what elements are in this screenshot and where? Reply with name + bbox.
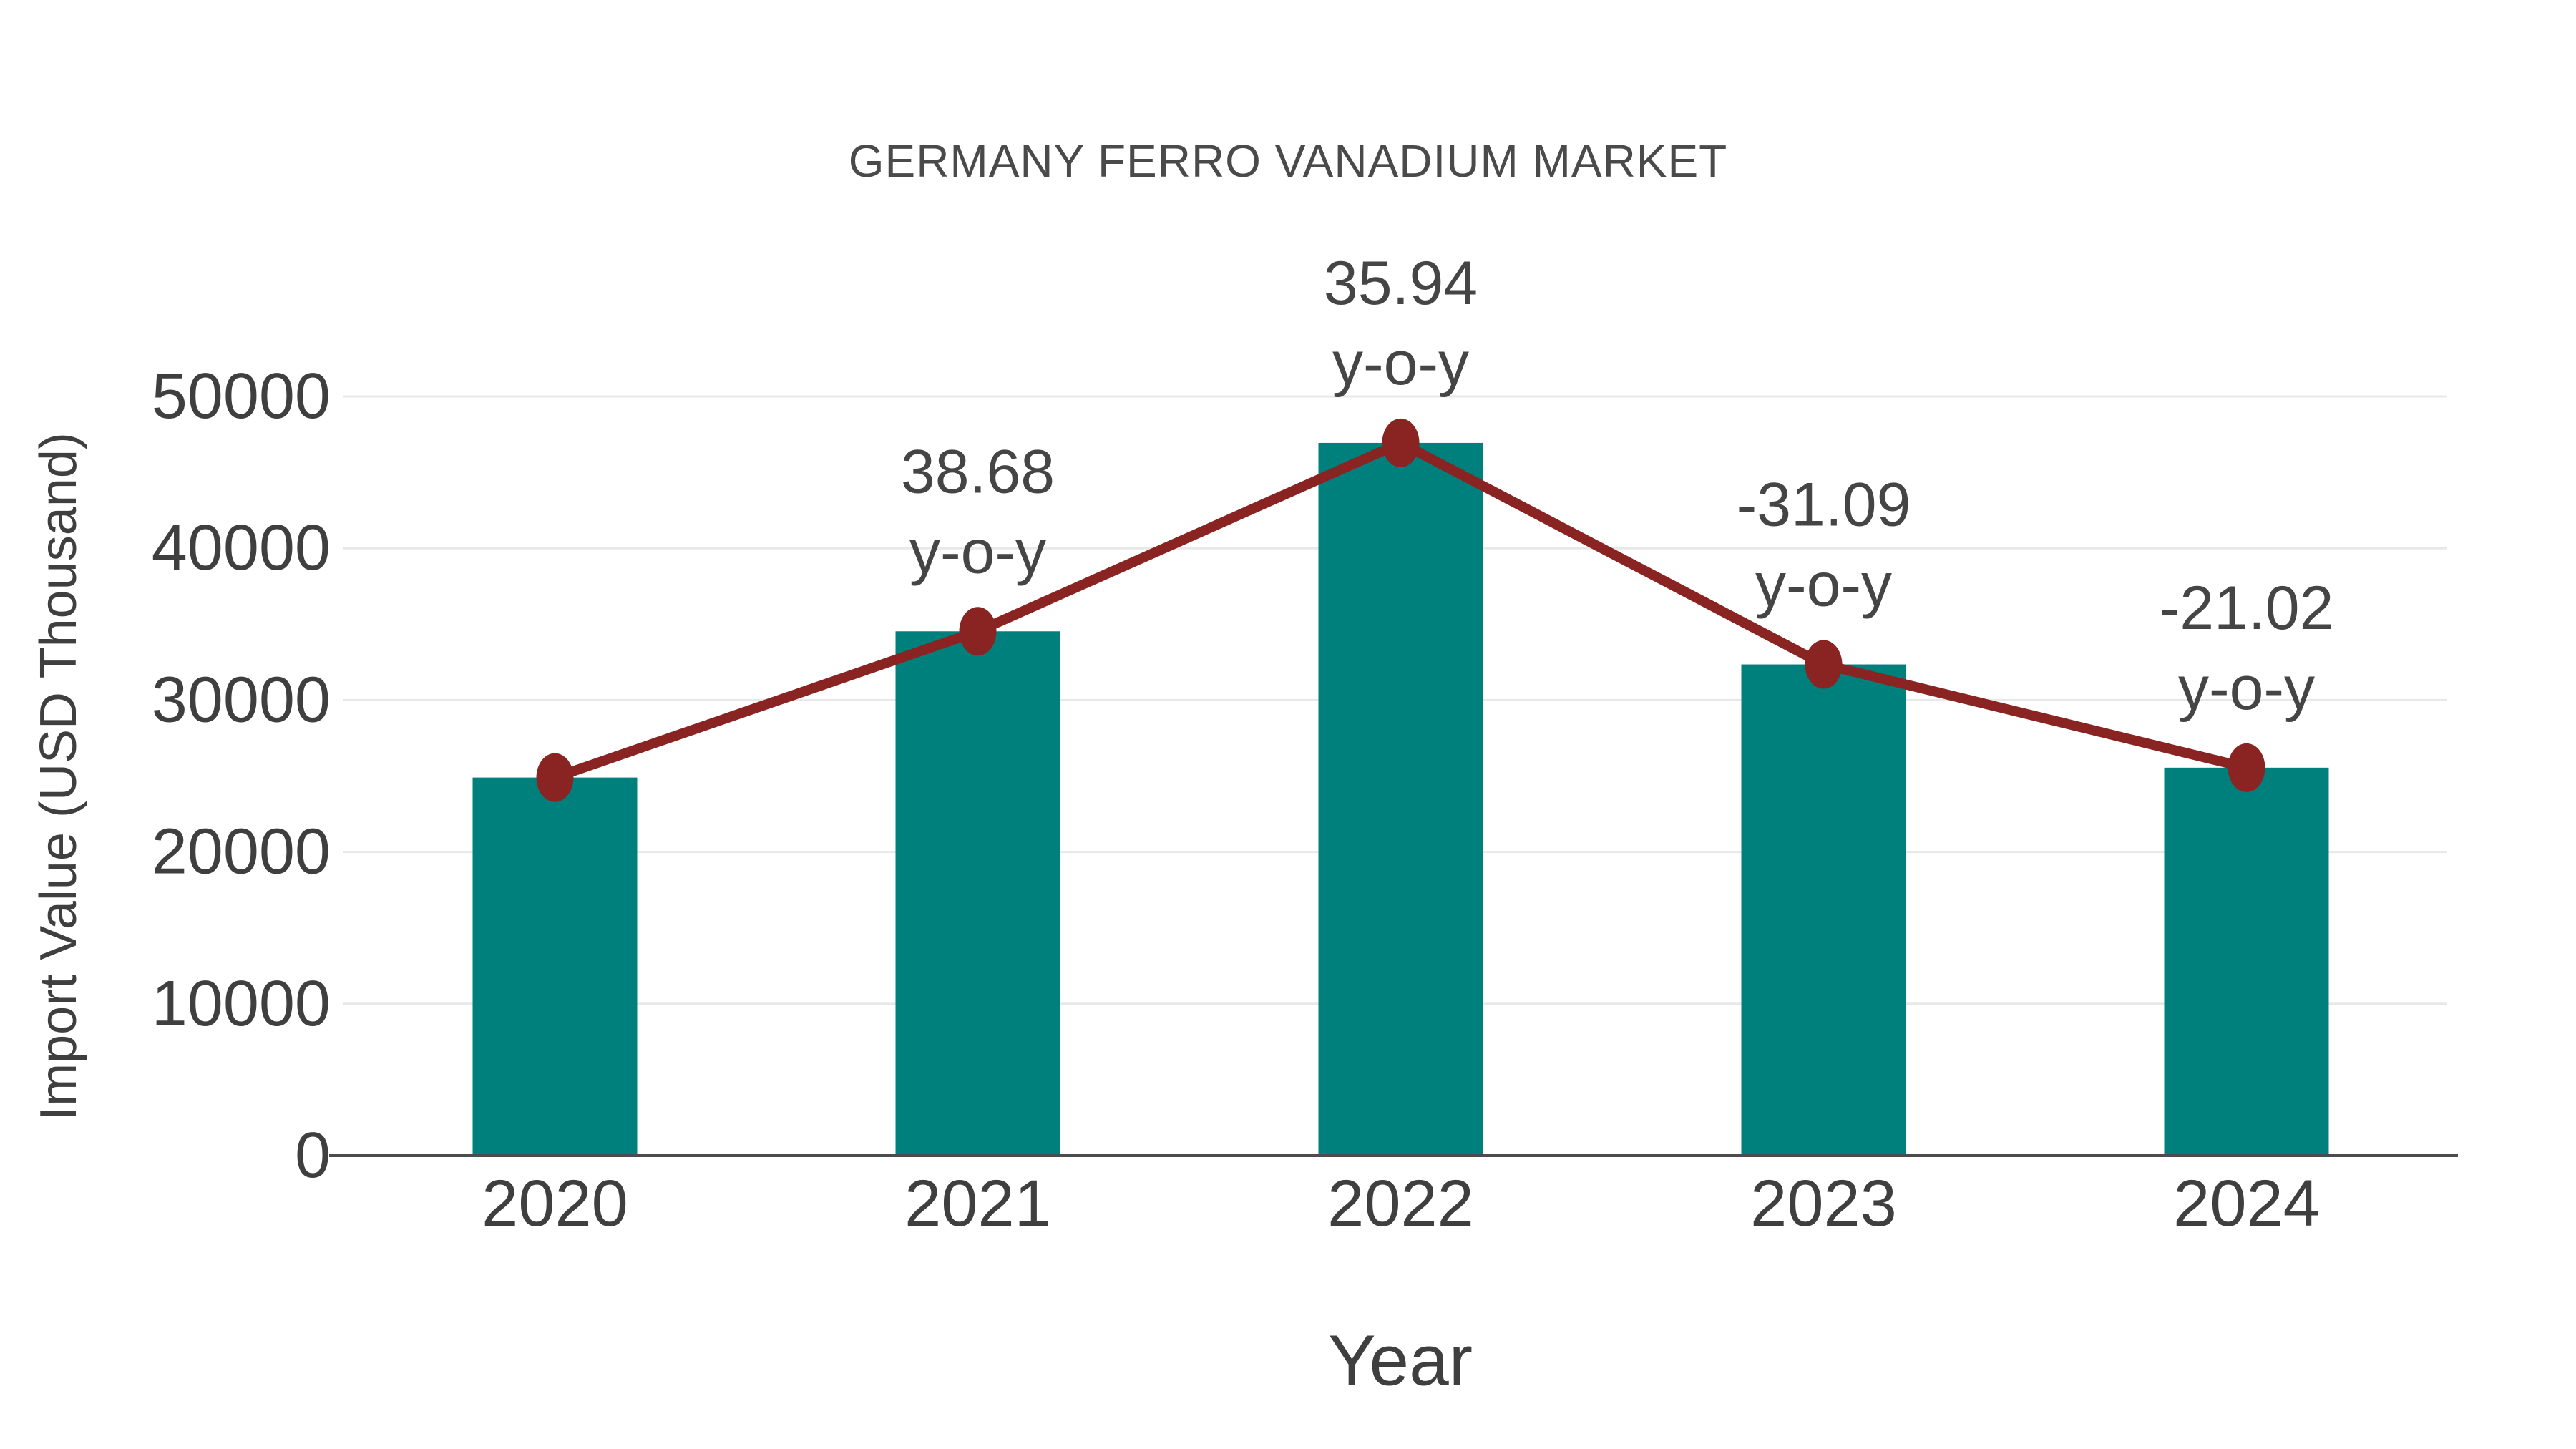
y-tick-label-50000: 50000 xyxy=(152,361,331,432)
y-tick-label-10000: 10000 xyxy=(152,968,331,1040)
x-tick-label-2021: 2021 xyxy=(904,1167,1051,1240)
y-tick-label-30000: 30000 xyxy=(152,664,331,736)
yoy-value-label-2021: 38.68 xyxy=(901,437,1055,506)
yoy-suffix-label-2024: y-o-y xyxy=(2178,654,2315,723)
yoy-suffix-label-2023: y-o-y xyxy=(1755,551,1892,620)
y-tick-label-20000: 20000 xyxy=(152,816,331,888)
yoy-marker-2024 xyxy=(2228,743,2265,792)
yoy-marker-2021 xyxy=(959,607,997,656)
yoy-suffix-label-2022: y-o-y xyxy=(1332,329,1469,398)
yoy-marker-2022 xyxy=(1382,418,1420,467)
bar-2022 xyxy=(1318,442,1483,1156)
x-axis-title: Year xyxy=(1327,1320,1473,1401)
x-tick-label-2022: 2022 xyxy=(1327,1167,1474,1240)
yoy-marker-2020 xyxy=(536,753,574,802)
x-tick-label-2020: 2020 xyxy=(482,1167,628,1240)
x-tick-label-2023: 2023 xyxy=(1750,1167,1897,1240)
bar-2020 xyxy=(472,777,638,1156)
y-tick-label-40000: 40000 xyxy=(152,512,331,584)
bar-2021 xyxy=(895,631,1060,1156)
x-tick-label-2024: 2024 xyxy=(2173,1167,2320,1240)
yoy-suffix-label-2021: y-o-y xyxy=(909,517,1046,586)
yoy-marker-2023 xyxy=(1805,640,1843,689)
chart-title: GERMANY FERRO VANADIUM MARKET xyxy=(848,135,1728,187)
yoy-value-label-2022: 35.94 xyxy=(1324,249,1478,318)
bar-2024 xyxy=(2164,767,2329,1156)
yoy-value-label-2023: -31.09 xyxy=(1737,471,1911,540)
yoy-value-label-2024: -21.02 xyxy=(2160,574,2334,643)
y-tick-label-0: 0 xyxy=(295,1120,331,1191)
bar-2023 xyxy=(1741,664,1906,1156)
